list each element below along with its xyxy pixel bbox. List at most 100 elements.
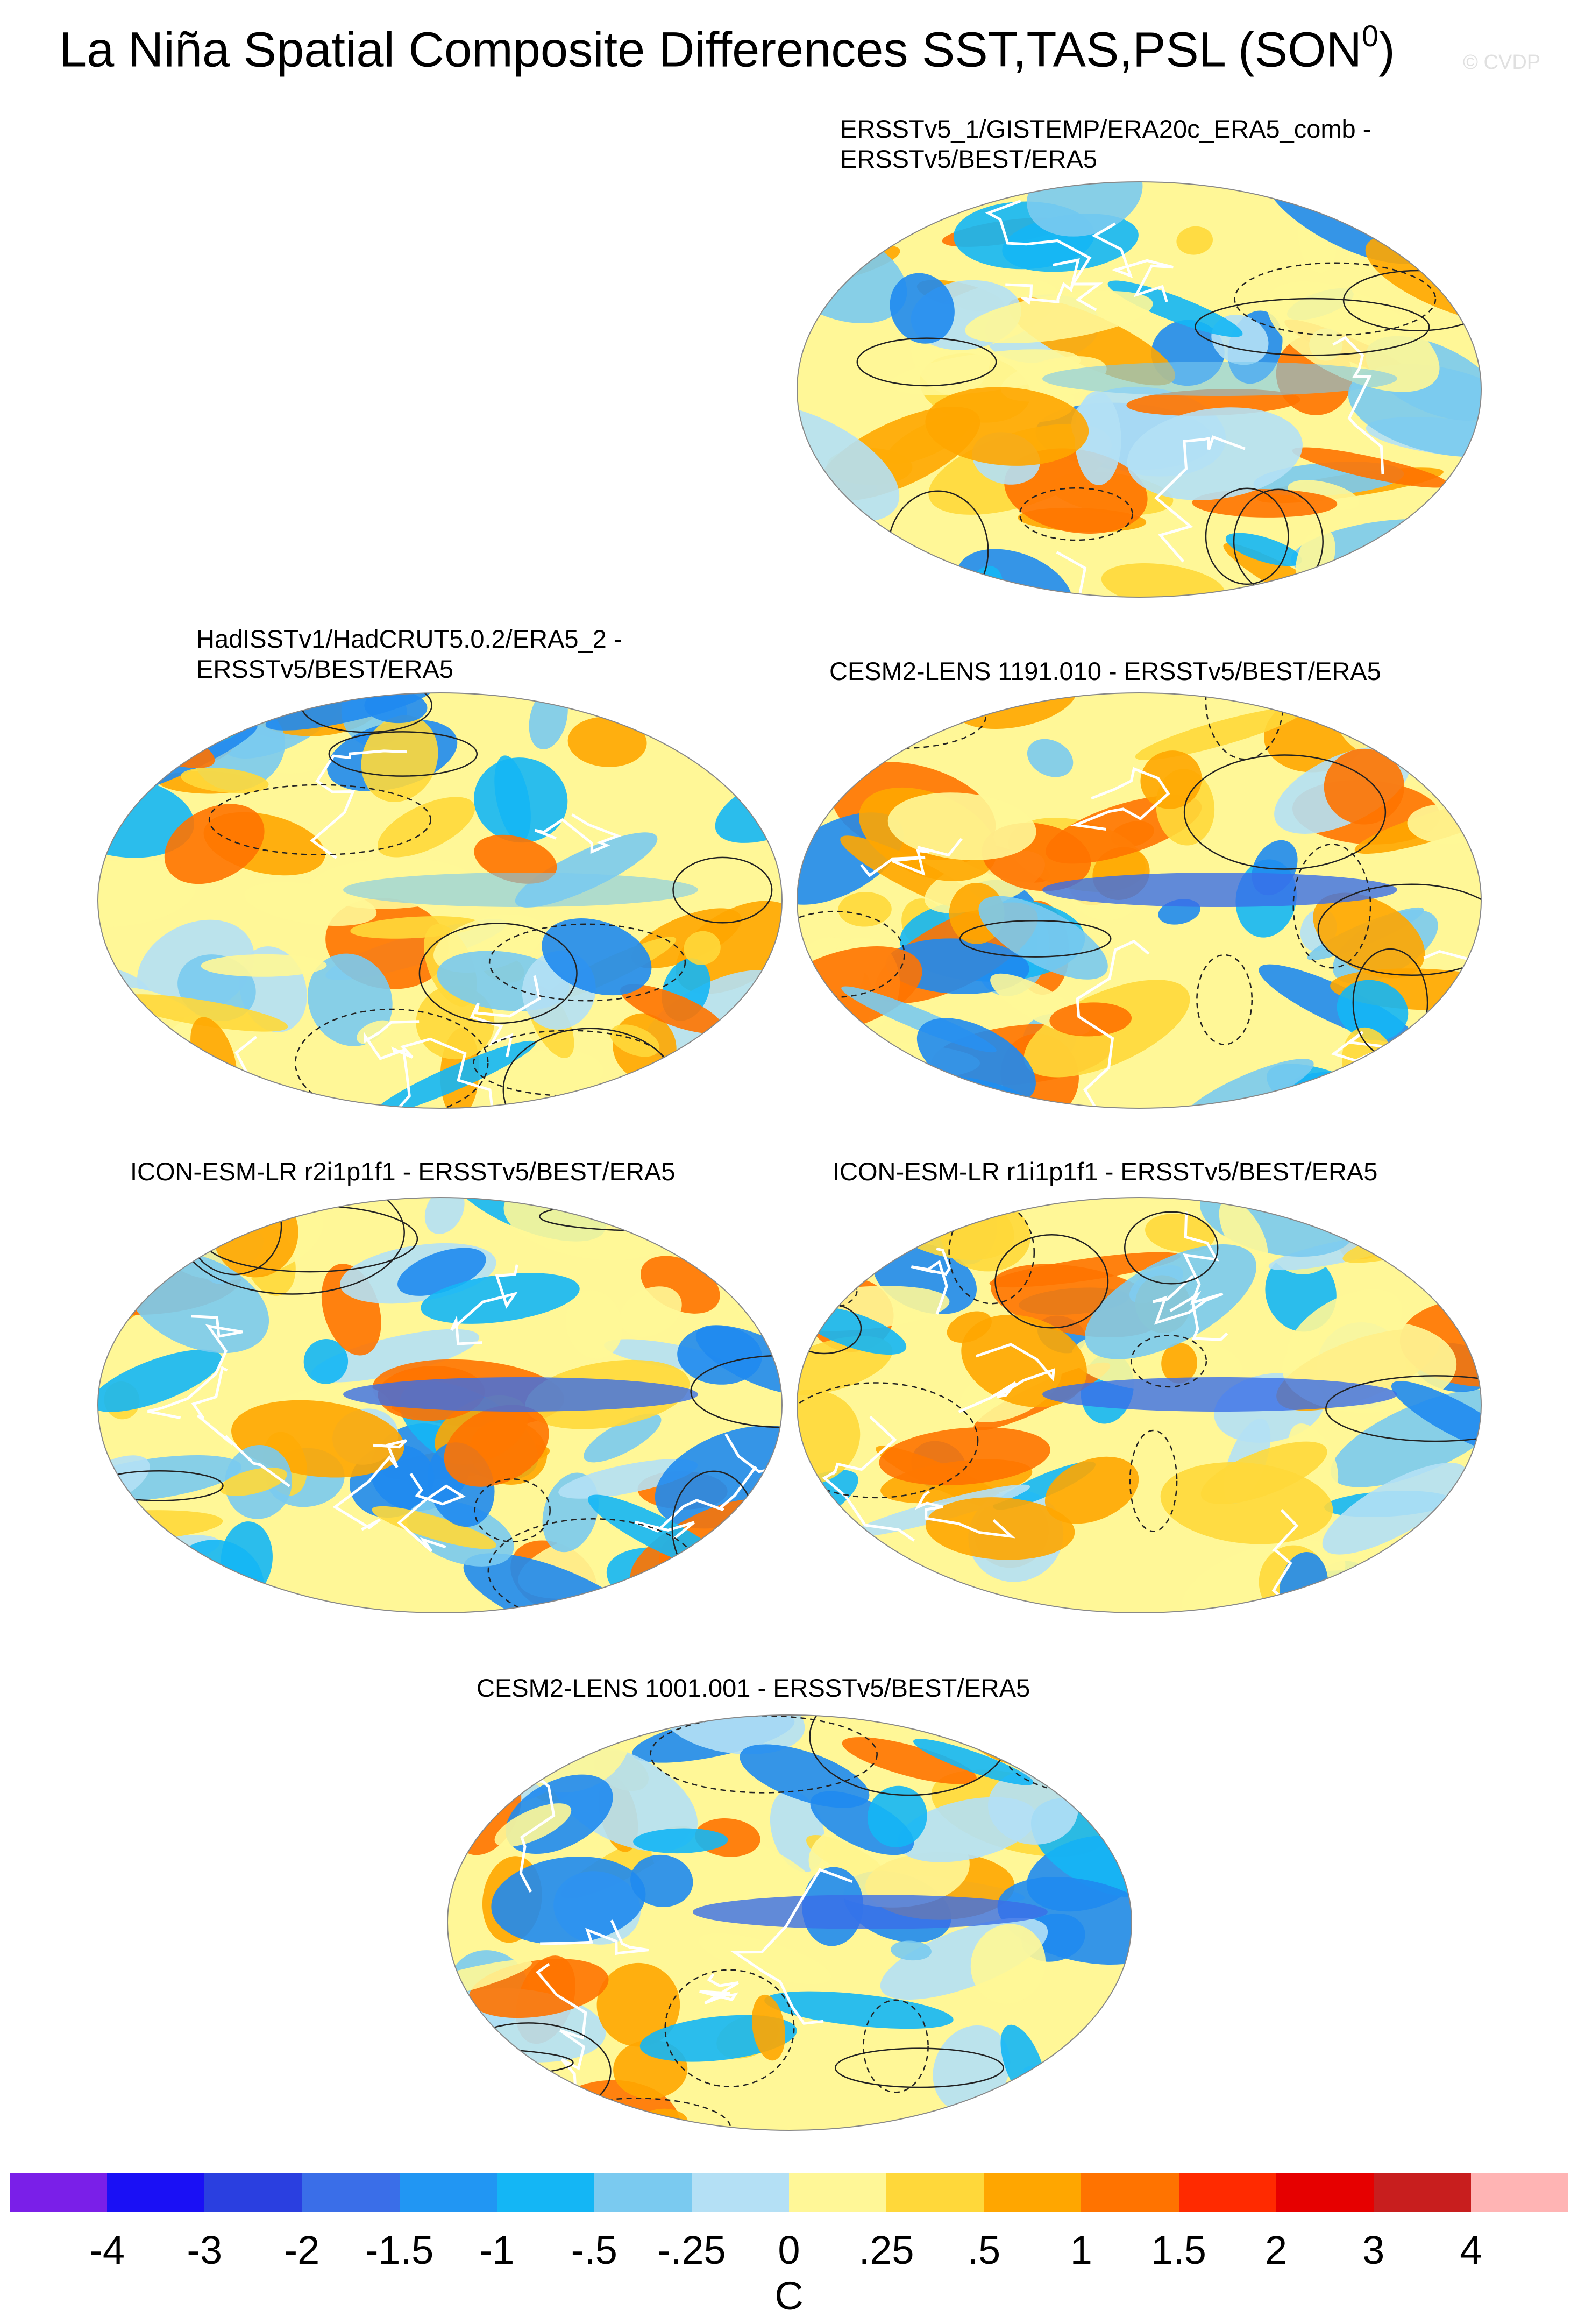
anomaly-blob: [474, 834, 557, 884]
anomaly-blob: [797, 1390, 861, 1486]
anomaly-blob: [1313, 892, 1425, 979]
equatorial-anomaly-band: [1042, 873, 1397, 907]
colorbar-tick-label: .5: [967, 2228, 1001, 2272]
coastline: [536, 1962, 587, 2101]
psl-contour: [1131, 1334, 1207, 1388]
anomaly-blob: [494, 1803, 572, 1847]
psl-contour: [797, 1271, 858, 1312]
anomaly-blob: [491, 1856, 646, 1945]
anomaly-blob: [374, 1040, 536, 1108]
colorbar-tick-label: 4: [1460, 2228, 1482, 2272]
anomaly-blob: [364, 693, 428, 724]
colorbar-swatch: [1373, 2173, 1471, 2212]
panel-label-hadisst: HadISSTv1/HadCRUT5.0.2/ERA5_2 - ERSSTv5/…: [196, 625, 622, 683]
anomaly-blob: [699, 1933, 831, 1985]
anomaly-blob: [372, 1506, 497, 1549]
equatorial-anomaly-band: [343, 1377, 698, 1412]
anomaly-blob: [361, 715, 438, 802]
panel-label-icon-r1: ICON-ESM-LR r1i1p1f1 - ERSSTv5/BEST/ERA5: [833, 1157, 1378, 1186]
anomaly-blob: [596, 1962, 680, 2047]
map-outline: [797, 1197, 1482, 1613]
coastline: [310, 749, 407, 859]
anomaly-blob: [584, 1413, 662, 1463]
anomaly-blob: [712, 1583, 782, 1613]
colorbar-swatch: [1276, 2173, 1374, 2212]
anomaly-blob: [558, 1459, 698, 1499]
coastline: [391, 1037, 552, 1108]
colorbar-tick-label: 3: [1362, 2228, 1385, 2272]
anomaly-blob: [303, 1338, 349, 1384]
panel-label-ersstv5-comb: ERSSTv5_1/GISTEMP/ERA20c_ERA5_comb - ERS…: [840, 115, 1371, 173]
anomaly-blob: [764, 1991, 954, 2029]
coastline: [915, 1490, 1015, 1539]
psl-contour: [1325, 1375, 1481, 1442]
anomaly-blob: [1332, 1068, 1378, 1108]
anomaly-blob: [925, 387, 1089, 466]
anomaly-blob: [1127, 407, 1303, 500]
map-field: [797, 1198, 1481, 1613]
psl-contour: [1003, 1715, 1132, 1797]
anomaly-blob: [879, 1427, 1050, 1486]
colorbar-swatch: [886, 2173, 984, 2212]
colorbar-tick-label: 0: [778, 2228, 800, 2272]
colorbar-tick-label: -1: [479, 2228, 515, 2272]
anomaly-blob: [1337, 980, 1409, 1041]
map-panel-icon-r2: [97, 1197, 783, 1613]
psl-contour: [959, 919, 1112, 958]
anomaly-blob: [1267, 281, 1440, 392]
anomaly-blob: [447, 1791, 475, 1841]
panel-label-cesm2-1191: CESM2-LENS 1191.010 - ERSSTv5/BEST/ERA5: [829, 657, 1381, 685]
psl-contour: [1234, 262, 1437, 336]
coastline: [1183, 1211, 1228, 1341]
coastline: [1076, 939, 1150, 1108]
anomaly-blob: [1176, 226, 1213, 255]
colorbar-swatch: [1081, 2173, 1179, 2212]
anomaly-blob: [1446, 1061, 1481, 1100]
anomaly-blob: [662, 1715, 805, 1755]
equatorial-anomaly-band: [1042, 362, 1397, 396]
psl-contour: [690, 1355, 782, 1428]
anomaly-blob: [1135, 707, 1304, 760]
map-panel-cesm2-1191: [797, 692, 1482, 1109]
anomaly-blob: [1101, 563, 1225, 597]
anomaly-blob: [542, 918, 652, 996]
colorbar-tick-label: -3: [187, 2228, 223, 2272]
map-panel-ersstv5-comb: [797, 181, 1482, 598]
colorbar-swatch: [204, 2173, 302, 2212]
map-panel-hadisst: [97, 692, 783, 1109]
anomaly-blob: [797, 219, 867, 267]
anomaly-blob: [494, 755, 531, 842]
anomaly-blob: [838, 892, 892, 927]
colorbar-tick-label: 1: [1070, 2228, 1092, 2272]
anomaly-blob: [1044, 1456, 1139, 1524]
anomaly-blob: [447, 2087, 536, 2130]
anomaly-blob: [1027, 182, 1143, 237]
colorbar-swatch: [1470, 2173, 1568, 2212]
colorbar-swatch: [107, 2173, 205, 2212]
colorbar-tick-label: -2: [284, 2228, 320, 2272]
anomaly-blob: [397, 1248, 486, 1296]
anomaly-blob: [1145, 1214, 1215, 1252]
coastline: [147, 1315, 243, 1420]
anomaly-blob: [961, 1314, 1087, 1407]
psl-contour: [328, 731, 478, 777]
colorbar-swatch: [10, 2173, 108, 2212]
psl-contour: [948, 1200, 1035, 1305]
coastline: [164, 1109, 321, 1163]
coastline: [540, 1919, 649, 1955]
coastline: [534, 813, 622, 854]
panel-label-icon-r2: ICON-ESM-LR r2i1p1f1 - ERSSTv5/BEST/ERA5: [130, 1157, 676, 1186]
psl-contour: [208, 784, 431, 856]
map-field: [797, 182, 1481, 597]
panel-label-cesm2-1001: CESM2-LENS 1001.001 - ERSSTv5/BEST/ERA5: [477, 1674, 1030, 1702]
anomaly-blob: [751, 1994, 786, 2061]
colorbar-tick-label: 2: [1265, 2228, 1288, 2272]
psl-contour: [418, 923, 578, 1024]
map-field: [98, 1198, 782, 1613]
coastline: [860, 838, 963, 877]
psl-contour: [994, 1234, 1109, 1329]
coastline: [1152, 1274, 1224, 1325]
psl-contour: [1205, 487, 1289, 585]
anomaly-blob: [1417, 1590, 1462, 1613]
colorbar-units-label: C: [774, 2273, 804, 2318]
